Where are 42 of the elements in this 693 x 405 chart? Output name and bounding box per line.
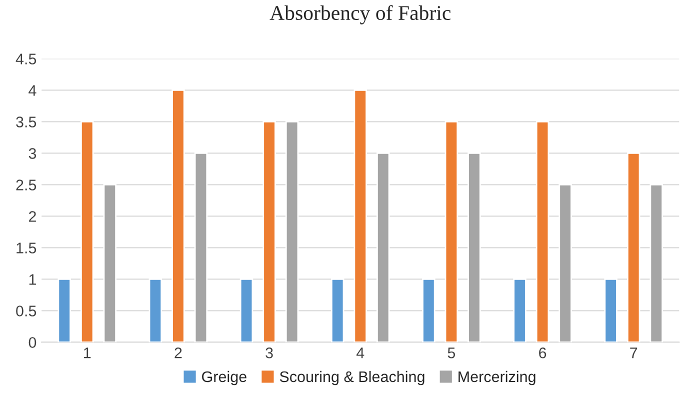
bar: [262, 121, 276, 342]
y-tick-label: 1: [29, 274, 36, 285]
bar: [536, 121, 550, 342]
bar: [240, 278, 254, 342]
bar: [558, 184, 572, 342]
bar: [172, 90, 185, 342]
bar: [103, 184, 117, 342]
bar: [626, 152, 640, 342]
y-tick-label: 0: [28, 337, 36, 348]
bar: [468, 152, 481, 342]
bar: [285, 121, 299, 342]
legend-label: Greige: [202, 370, 246, 386]
x-tick-label: 4: [356, 348, 364, 358]
bar: [444, 121, 458, 342]
x-tick-label: 6: [539, 347, 546, 358]
y-tick-label: 2.5: [16, 180, 36, 190]
bar: [376, 152, 390, 342]
bar: [513, 278, 526, 342]
y-tick-label: 2: [28, 211, 36, 222]
legend-label: Mercerizing: [458, 370, 536, 386]
y-tick-label: 4: [28, 85, 36, 96]
bar: [604, 278, 618, 342]
bar: [58, 278, 71, 342]
bar: [422, 278, 436, 342]
bar: [650, 184, 663, 342]
y-tick-label: 0.5: [16, 306, 36, 316]
chart-title: Absorbency of Fabric: [270, 5, 451, 24]
bar: [80, 121, 94, 342]
y-tick-label: 4.5: [16, 54, 36, 64]
y-tick-label: 3.5: [16, 116, 36, 128]
y-tick-label: 1.5: [16, 242, 36, 254]
x-tick-label: 7: [630, 348, 638, 358]
bar: [148, 278, 162, 342]
bar: [194, 152, 208, 342]
y-tick-label: 3: [28, 148, 36, 159]
x-tick-label: 3: [266, 347, 273, 358]
bar: [354, 90, 367, 342]
x-tick-label: 5: [448, 348, 456, 358]
bar: [330, 278, 344, 342]
legend-label: Scouring & Bleaching: [280, 370, 424, 386]
x-tick-label: 1: [84, 348, 91, 358]
x-tick-label: 2: [174, 347, 182, 358]
